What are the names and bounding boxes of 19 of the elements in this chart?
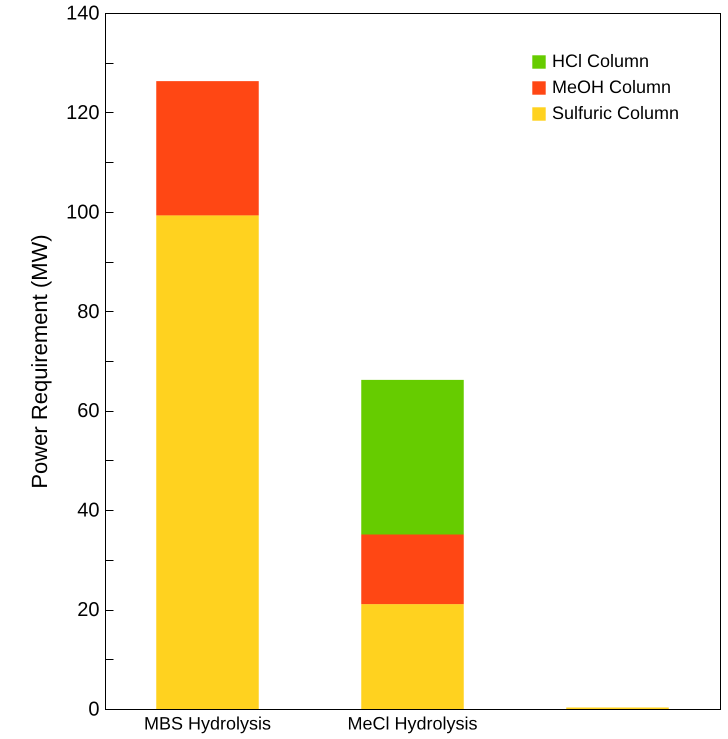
bar <box>361 534 464 604</box>
legend-label: HCl Column <box>552 51 650 71</box>
legend-label: Sulfuric Column <box>552 103 680 123</box>
x-tick-label: MBS Hydrolysis <box>144 714 272 734</box>
bar <box>156 215 259 709</box>
y-tick-label: 0 <box>88 698 100 720</box>
y-axis-title: Power Requirement (MW) <box>27 234 52 489</box>
y-tick-label: 100 <box>66 201 100 224</box>
y-tick-label: 20 <box>77 599 100 622</box>
x-tick-label: MeCl Hydrolysis <box>347 714 478 734</box>
bar <box>156 81 259 216</box>
y-tick-label: 120 <box>66 102 100 124</box>
y-tick-label: 80 <box>77 300 100 323</box>
bar <box>361 380 464 535</box>
legend-label: MeOH Column <box>552 77 672 97</box>
bar <box>361 604 464 709</box>
y-tick-label: 40 <box>77 500 100 522</box>
y-tick-label: 60 <box>77 400 100 422</box>
y-tick-label: 140 <box>66 2 100 24</box>
